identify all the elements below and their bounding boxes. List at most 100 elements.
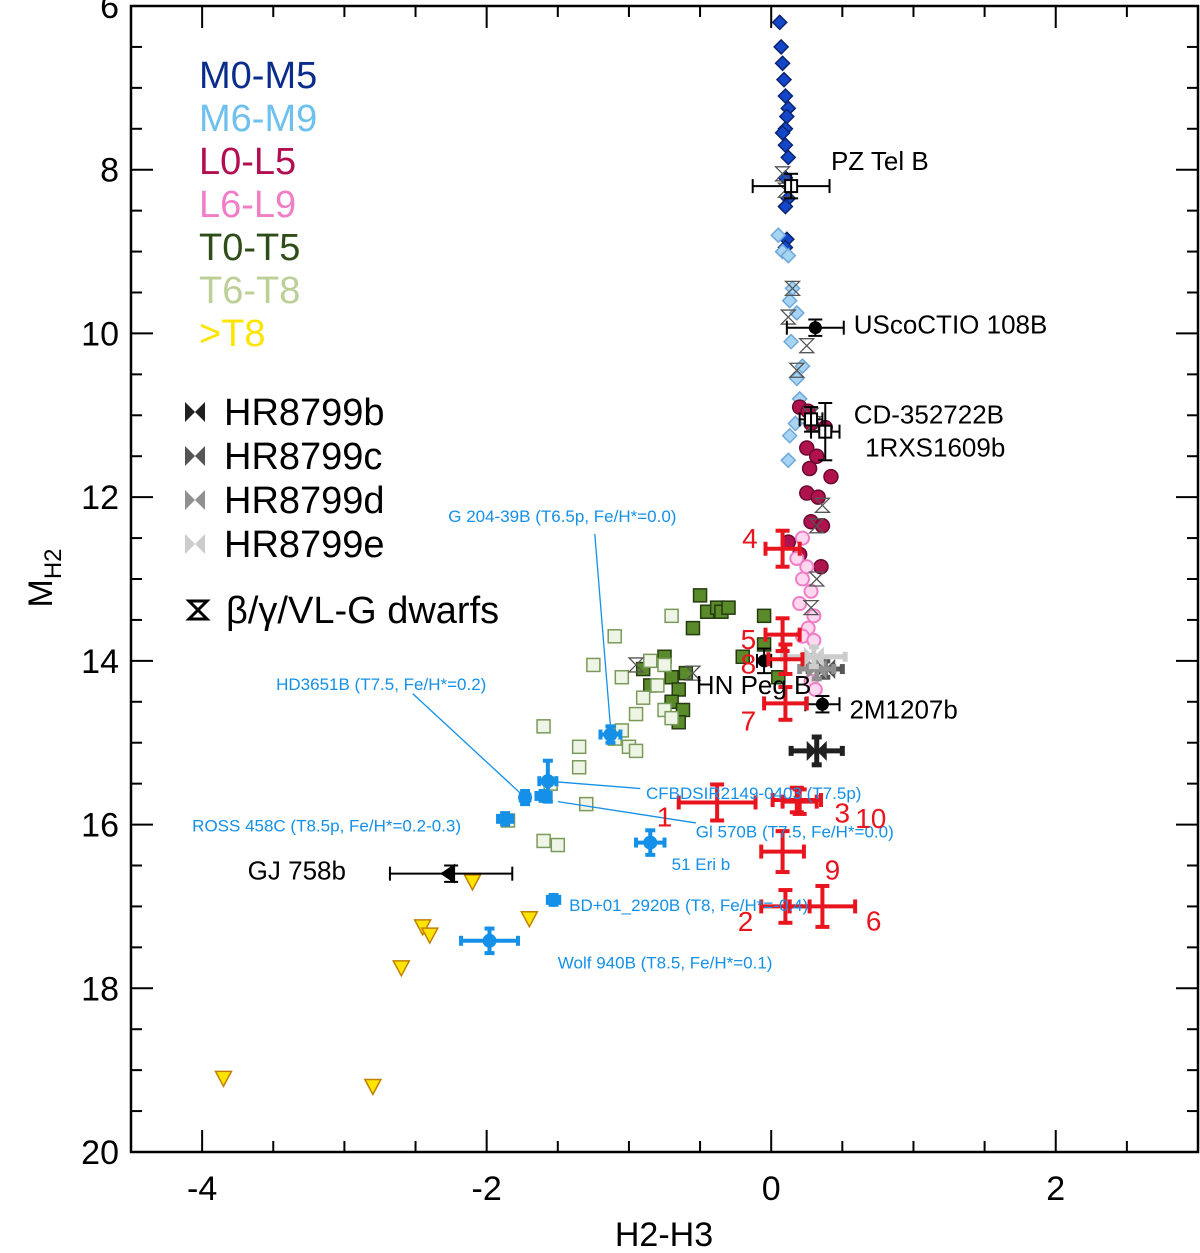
y-tick-label: 12 bbox=[81, 479, 119, 517]
blue-companion-marker bbox=[603, 727, 618, 742]
m0m5-point bbox=[777, 198, 794, 215]
m6m9-point bbox=[780, 452, 797, 469]
hr8799-marker bbox=[806, 740, 817, 761]
candidate-label: 8 bbox=[741, 648, 757, 679]
blue-companion-marker bbox=[536, 788, 551, 803]
blue-companion-label: ROSS 458C (T8.5p, Fe/H*=0.2-0.3) bbox=[192, 817, 461, 836]
m0m5-point bbox=[773, 38, 790, 55]
l0l5-point bbox=[801, 460, 818, 477]
companion-label: 1RXS1609b bbox=[865, 432, 1005, 462]
companion-marker bbox=[808, 321, 822, 335]
blue-companion-label: Gl 570B (T7.5, Fe/H*=0.0) bbox=[696, 822, 894, 841]
t6t8-point bbox=[664, 608, 679, 624]
l6l9-point bbox=[799, 559, 815, 575]
x-tick-label: 0 bbox=[762, 1170, 781, 1208]
companion-label: GJ 758b bbox=[248, 856, 346, 886]
l6l9-point bbox=[807, 682, 823, 698]
candidate-label: 7 bbox=[741, 706, 757, 737]
legend-spectral-entry: T0-T5 bbox=[199, 227, 300, 269]
companion-label: 2M1207b bbox=[849, 694, 957, 724]
t6t8-point bbox=[635, 690, 651, 705]
m6m9-point bbox=[788, 370, 805, 387]
m0m5-point bbox=[774, 124, 791, 141]
gt8-point bbox=[214, 1070, 233, 1088]
t0t5-point bbox=[685, 620, 701, 636]
annotation-line bbox=[547, 780, 641, 790]
t6t8-point bbox=[536, 719, 551, 734]
y-axis-label: MH2 bbox=[22, 548, 67, 607]
t6t8-point bbox=[607, 629, 622, 644]
legend-hr8799-icon bbox=[195, 446, 205, 466]
m0m5-point bbox=[775, 71, 793, 88]
t0t5-point bbox=[756, 608, 772, 624]
t0t5-point bbox=[721, 600, 736, 615]
m0m5-point bbox=[777, 87, 794, 105]
young-dwarf-marker bbox=[813, 497, 831, 513]
x-tick-label: -2 bbox=[472, 1170, 502, 1208]
t6t8-point bbox=[579, 796, 594, 812]
blue-companion-label: HD3651B (T7.5, Fe/H*=0.2) bbox=[276, 675, 486, 694]
t6t8-point bbox=[586, 657, 601, 673]
young-dwarf-marker bbox=[788, 362, 806, 378]
companion-label: UScoCTIO 108B bbox=[854, 310, 1048, 340]
t6t8-point bbox=[571, 739, 587, 755]
blue-companion-label: Wolf 940B (T8.5, Fe/H*=0.1) bbox=[558, 953, 773, 972]
l6l9-point bbox=[803, 583, 819, 599]
candidate-label: 10 bbox=[855, 803, 886, 834]
m0m5-point bbox=[780, 149, 797, 166]
y-tick-label: 14 bbox=[81, 643, 119, 681]
blue-companion-label: G 204-39B (T6.5p, Fe/H*=0.0) bbox=[448, 507, 676, 526]
companion-label: CD-352722B bbox=[854, 400, 1004, 430]
l0l5-point bbox=[799, 440, 815, 456]
m0m5-point bbox=[774, 55, 791, 72]
legend-hr8799-icon bbox=[195, 534, 205, 554]
legend-spectral-entry: M0-M5 bbox=[199, 55, 317, 97]
t0t5-point bbox=[678, 665, 694, 681]
candidate-label: 6 bbox=[866, 905, 882, 936]
blue-companion-label: CFBDSIR2149-0403 (T7.5p) bbox=[646, 784, 861, 803]
legend-hr8799-icon bbox=[185, 534, 195, 554]
m6m9-point bbox=[783, 333, 800, 350]
blue-companion-marker bbox=[518, 790, 533, 805]
legend-hr8799-entry: HR8799e bbox=[224, 524, 385, 566]
m6m9-point bbox=[781, 292, 798, 309]
blue-companion-label: BD+01_2920B (T8, Fe/H*=-0.4) bbox=[569, 896, 808, 915]
annotation-line bbox=[412, 693, 526, 799]
m0m5-point bbox=[777, 137, 794, 154]
gt8-point bbox=[392, 960, 411, 978]
legend-hr8799-entry: HR8799d bbox=[224, 480, 385, 522]
hr8799-marker bbox=[816, 740, 827, 761]
blue-companion-marker bbox=[643, 835, 658, 850]
t6t8-point bbox=[664, 710, 679, 726]
legend-young-dwarf-entry: β/γ/VL-G dwarfs bbox=[226, 590, 499, 632]
legend-hr8799-icon bbox=[185, 490, 195, 510]
young-dwarf-marker bbox=[798, 338, 816, 354]
t0t5-point bbox=[671, 682, 686, 697]
l6l9-point bbox=[792, 596, 808, 612]
legend-hr8799-icon bbox=[195, 490, 205, 510]
t6t8-point bbox=[643, 653, 658, 669]
gt8-point bbox=[463, 874, 482, 892]
hr8799-marker bbox=[816, 659, 827, 680]
y-tick-label: 6 bbox=[100, 0, 119, 26]
annotation-line bbox=[557, 801, 696, 824]
hr8799-marker bbox=[803, 646, 814, 667]
y-tick-label: 18 bbox=[81, 970, 119, 1008]
young-dwarf-marker bbox=[808, 571, 826, 587]
gt8-point bbox=[363, 1078, 383, 1097]
blue-companion-marker bbox=[498, 811, 513, 826]
t6t8-point bbox=[571, 760, 587, 775]
y-tick-label: 10 bbox=[81, 315, 119, 353]
m6m9-point bbox=[781, 427, 798, 444]
m6m9-point bbox=[770, 227, 787, 244]
m6m9-point bbox=[780, 247, 797, 264]
legend-spectral-entry: L6-L9 bbox=[199, 184, 296, 226]
annotation-line bbox=[594, 533, 612, 727]
young-dwarf-marker bbox=[774, 166, 792, 182]
candidate-label: 1 bbox=[657, 801, 673, 832]
l0l5-point bbox=[810, 489, 826, 505]
candidate-label: 5 bbox=[741, 624, 757, 655]
t0t5-point bbox=[664, 669, 679, 685]
t0t5-point bbox=[692, 588, 708, 603]
